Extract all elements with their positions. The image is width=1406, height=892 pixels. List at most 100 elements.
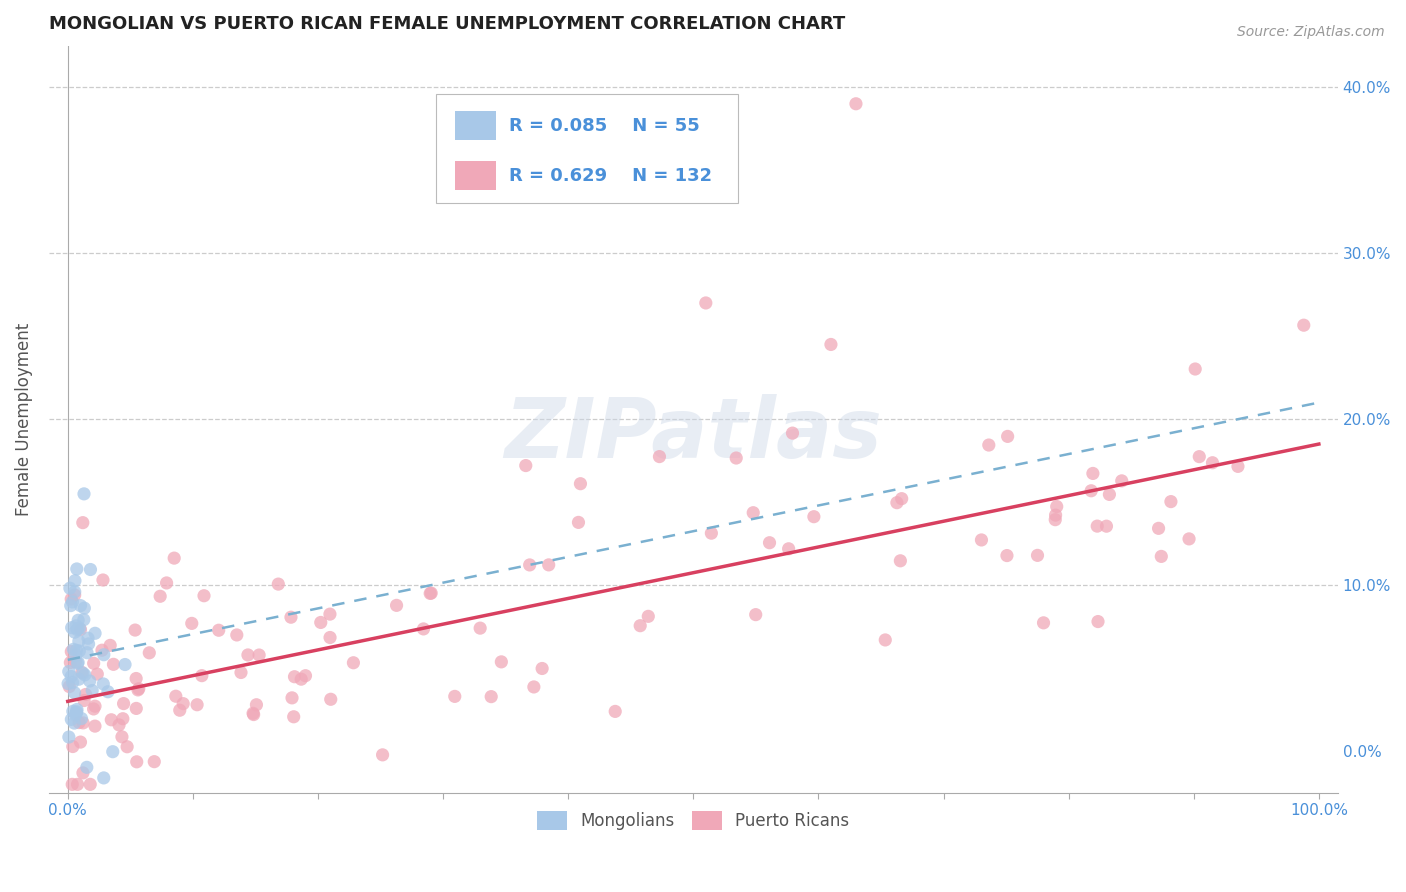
Point [60,592,83,607]
Point [76,760,98,774]
Point [1081,467,1104,481]
Point [283,710,305,724]
Point [66,562,89,576]
Point [193,589,215,603]
Point [84,719,107,733]
Point [128,681,150,696]
Point [103,657,125,672]
Point [309,615,332,630]
Point [84,626,107,640]
Point [86,667,108,681]
Point [115,739,138,754]
Point [76,646,98,660]
Point [283,670,305,684]
Point [63,584,86,599]
Point [77,631,100,645]
Point [125,672,148,686]
Point [169,703,191,717]
Point [319,607,342,621]
Point [247,648,270,662]
Point [83,702,105,716]
Point [567,516,589,530]
Point [72,516,94,530]
Point [803,509,825,524]
Point [995,549,1018,563]
Point [124,623,146,637]
Point [62,595,84,609]
Point [537,558,560,572]
Point [67,656,90,670]
Point [294,669,316,683]
Point [163,551,186,566]
Point [63,625,86,640]
Point [1178,532,1201,546]
Point [637,609,659,624]
Point [67,634,90,648]
Point [73,668,96,682]
Point [91,573,114,587]
Point [229,665,252,680]
Point [93,648,115,662]
Point [744,607,766,622]
Point [58,680,80,694]
Point [385,599,408,613]
Point [725,450,748,465]
Point [1080,483,1102,498]
Point [93,771,115,785]
Point [59,581,82,595]
Point [66,777,89,791]
Text: ZIPatlas: ZIPatlas [505,393,882,475]
Point [1045,508,1067,522]
Point [820,337,842,351]
Point [138,646,160,660]
Point [267,577,290,591]
FancyBboxPatch shape [456,112,496,140]
Point [65,706,87,720]
Point [125,755,148,769]
Point [111,730,134,744]
Point [58,665,80,679]
Legend: Mongolians, Puerto Ricans: Mongolians, Puerto Ricans [531,804,856,837]
Point [69,599,91,613]
Point [65,619,87,633]
Point [79,562,101,576]
Point [1095,519,1118,533]
Point [143,755,166,769]
Point [1160,494,1182,508]
Point [342,656,364,670]
Point [83,657,105,671]
Point [59,656,82,670]
Point [65,707,87,722]
Point [242,707,264,722]
Point [165,690,187,704]
Point [63,686,86,700]
FancyBboxPatch shape [456,161,496,190]
Point [73,613,96,627]
Point [886,496,908,510]
Point [67,672,90,686]
Point [997,429,1019,443]
Point [66,657,89,671]
Point [412,622,434,636]
Point [60,713,83,727]
Point [889,554,911,568]
Point [66,702,89,716]
Point [65,655,87,669]
Point [1032,615,1054,630]
Point [98,639,121,653]
Point [114,657,136,672]
Point [443,690,465,704]
Point [60,621,83,635]
Point [845,96,868,111]
Point [79,777,101,791]
Point [127,682,149,697]
Point [59,599,82,613]
Point [100,713,122,727]
Point [56,676,79,690]
FancyBboxPatch shape [436,95,738,202]
Point [225,628,247,642]
Point [73,601,96,615]
Point [155,576,177,591]
Point [72,666,94,681]
Point [491,655,513,669]
